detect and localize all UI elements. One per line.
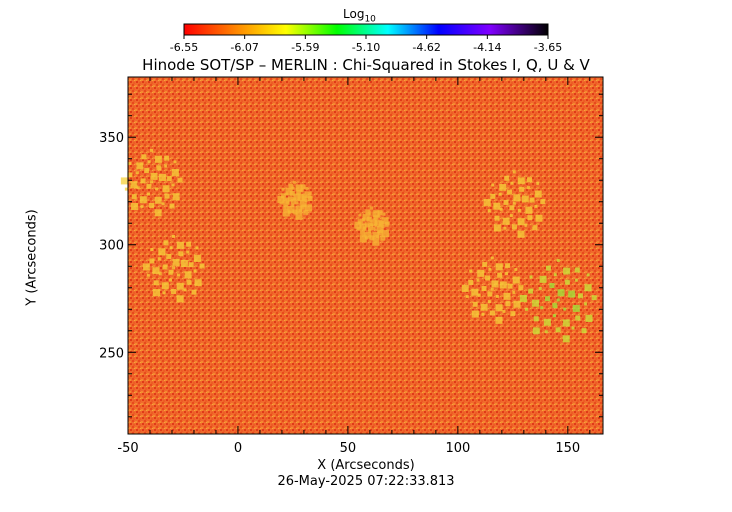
x-tick-label: 0 <box>234 441 242 456</box>
y-axis-label: Y (Arcseconds) <box>24 209 40 306</box>
x-tick-label: 150 <box>555 441 580 456</box>
colorbar-tick-label: -4.14 <box>473 41 501 54</box>
colorbar-ticks: -6.55 -6.07 -5.59 -5.10 -4.62 -4.14 -3.65 <box>170 35 562 54</box>
timestamp: 26-May-2025 07:22:33.813 <box>277 474 455 489</box>
colorbar-tick-label: -6.07 <box>230 41 258 54</box>
colorbar-tick-label: -5.59 <box>291 41 319 54</box>
x-tick-label: 50 <box>340 441 357 456</box>
elevated-regions <box>120 148 597 343</box>
colorbar-tick-label: -4.62 <box>412 41 440 54</box>
elevated-region <box>120 148 183 217</box>
colorbar-label: Log10 <box>343 7 376 25</box>
plot-area <box>120 76 604 435</box>
elevated-region <box>277 180 313 220</box>
y-tick-label: 350 <box>99 131 124 146</box>
x-axis-label: X (Arcseconds) <box>317 458 415 473</box>
y-tick-label: 250 <box>99 346 124 361</box>
elevated-region <box>461 256 524 324</box>
colorbar <box>183 23 549 36</box>
elevated-region <box>142 234 205 303</box>
plot-frame <box>127 76 604 435</box>
elevated-region <box>483 170 546 238</box>
colorbar-tick-label: -5.10 <box>352 41 380 54</box>
colorbar-tick-label: -3.65 <box>534 41 562 54</box>
x-tick-label: 100 <box>445 441 470 456</box>
chart-title: Hinode SOT/SP – MERLIN : Chi-Squared in … <box>142 56 590 74</box>
elevated-region <box>519 258 597 343</box>
colorbar-tick-label: -6.55 <box>170 41 198 54</box>
heatmap-background <box>128 77 603 434</box>
y-tick-label: 300 <box>99 239 124 254</box>
x-tick-label: -50 <box>117 441 138 456</box>
elevated-region <box>354 206 390 246</box>
axis-ticks: -50 0 50 100 150 250 300 350 <box>99 77 603 456</box>
